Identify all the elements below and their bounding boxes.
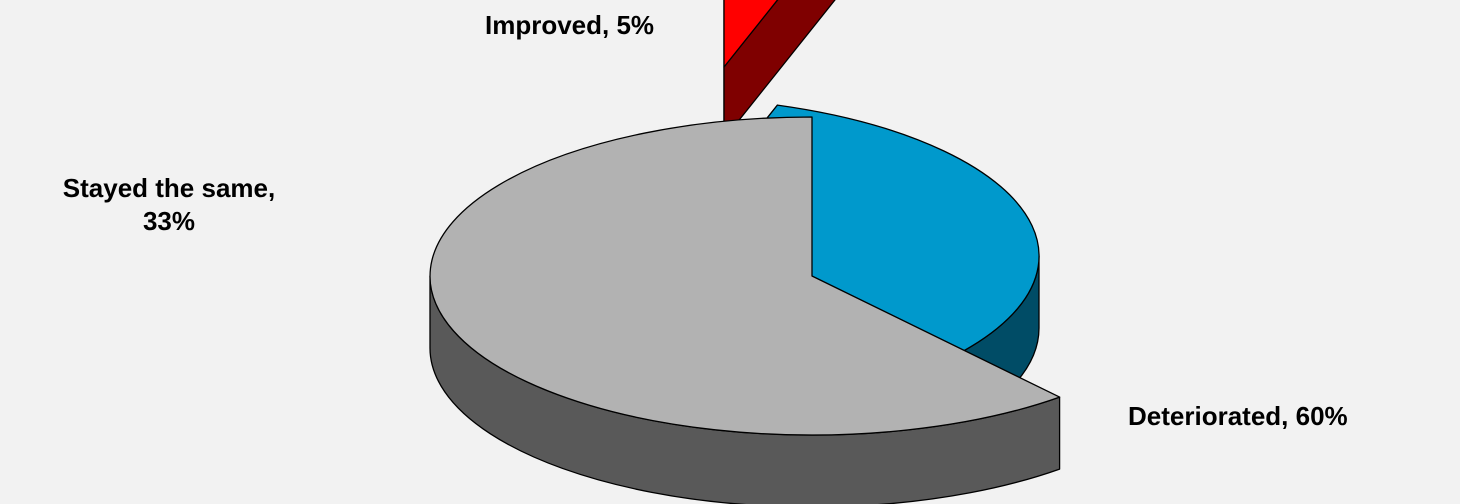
slice-label-stayed-the-same: Stayed the same, 33%: [10, 172, 328, 238]
slice-top-improved: [723, 0, 779, 68]
slice-label-stayed-line2: 33%: [142, 206, 196, 236]
slice-label-stayed-line1: Stayed the same,: [62, 173, 276, 203]
slice-label-deteriorated: Deteriorated, 60%: [1128, 401, 1348, 431]
slice-wall-improved-1: [723, 0, 836, 140]
slice-label-improved: Improved, 5%: [485, 10, 655, 40]
slice-top-deteriorated: [429, 116, 1061, 436]
